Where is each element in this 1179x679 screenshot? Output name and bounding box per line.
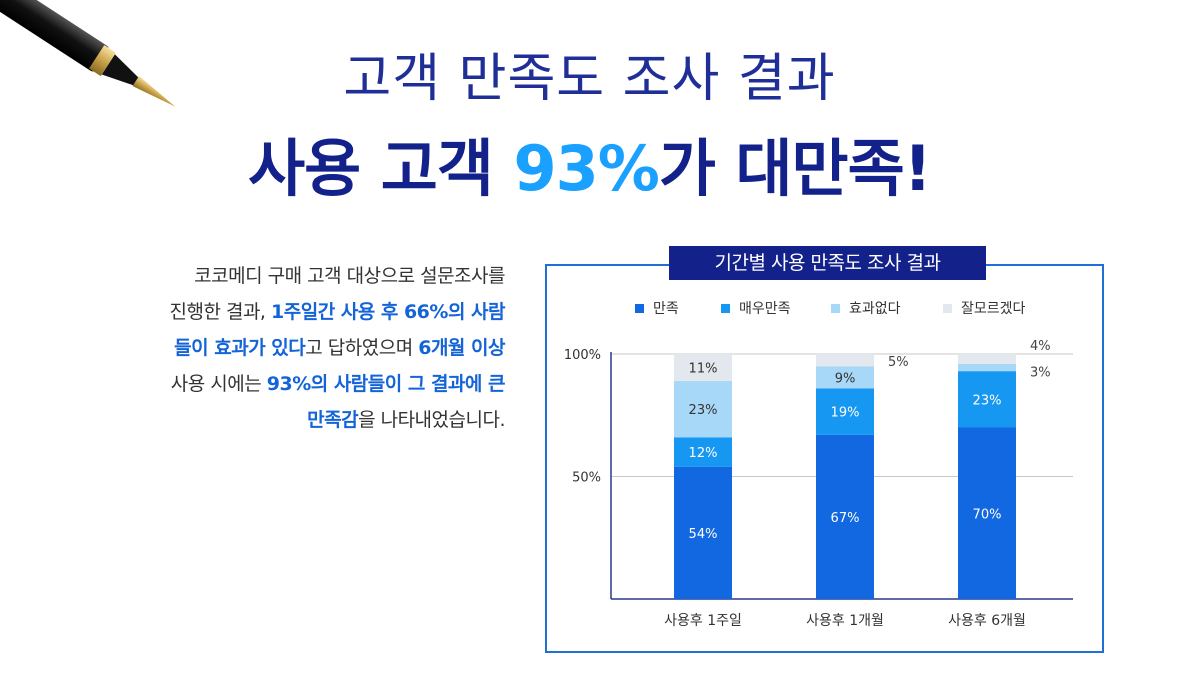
desc-text: 진행한 결과,: [169, 301, 272, 323]
bar-segment: [816, 354, 874, 367]
bar-segment: [958, 354, 1016, 364]
desc-highlight: 만족감: [307, 409, 359, 431]
bar-segment: [958, 371, 1016, 428]
desc-line: 만족감을 나타내었습니다.: [100, 402, 505, 438]
bar-segment: [674, 380, 732, 438]
desc-highlight: 1주일간 사용 후 66%의 사람: [271, 301, 505, 323]
desc-line: 코코메디 구매 고객 대상으로 설문조사를: [100, 258, 505, 294]
desc-text: 코코메디 구매 고객 대상으로 설문조사를: [194, 265, 505, 287]
data-label: 4%: [1030, 339, 1051, 354]
y-tick-label: 50%: [572, 471, 601, 486]
desc-line: 사용 시에는 93%의 사람들이 그 결과에 큰: [100, 366, 506, 402]
legend-label: 만족: [653, 301, 679, 317]
data-label: 12%: [689, 446, 718, 461]
data-label: 11%: [689, 361, 718, 376]
data-label: 54%: [689, 527, 718, 542]
legend-swatch: [635, 304, 644, 313]
headline-part-a: 사용 고객: [248, 132, 514, 205]
bar-segment: [816, 388, 874, 435]
headline-highlight: 93%: [513, 132, 659, 205]
data-label: 5%: [888, 355, 909, 370]
desc-text: 사용 시에는: [170, 373, 267, 395]
fountain-pen-icon: [0, 0, 176, 107]
desc-line: 진행한 결과, 1주일간 사용 후 66%의 사람: [100, 294, 505, 330]
legend-swatch: [721, 304, 730, 313]
bar-segment: [958, 427, 1016, 599]
bar-segment: [674, 354, 732, 381]
desc-text: 을 나타내었습니다.: [358, 409, 505, 431]
y-tick-label: 100%: [564, 348, 601, 363]
x-tick-label: 사용후 6개월: [948, 613, 1026, 629]
chart-title: 기간별 사용 만족도 조사 결과: [669, 246, 986, 280]
data-label: 23%: [973, 393, 1002, 408]
x-tick-label: 사용후 1주일: [664, 613, 742, 629]
desc-highlight: 6개월 이상: [418, 337, 505, 359]
legend-label: 효과없다: [849, 301, 901, 317]
headline-part-b: 가 대만족!: [658, 132, 932, 205]
description-text: 코코메디 구매 고객 대상으로 설문조사를 진행한 결과, 1주일간 사용 후 …: [100, 258, 505, 438]
data-label: 9%: [835, 371, 856, 386]
headline: 사용 고객 93%가 대만족!: [0, 118, 1179, 208]
page-title: 고객 만족도 조사 결과: [343, 49, 836, 109]
desc-highlight: 93%의 사람들이 그 결과에 큰: [266, 373, 506, 395]
bar-segment: [958, 363, 1016, 372]
legend-swatch: [831, 304, 840, 313]
bar-segment: [674, 437, 732, 467]
bar-segment: [816, 366, 874, 389]
x-tick-label: 사용후 1개월: [806, 613, 884, 629]
data-label: 19%: [831, 406, 860, 421]
data-label: 23%: [689, 403, 718, 418]
desc-line: 들이 효과가 있다고 답하였으며 6개월 이상: [100, 330, 505, 366]
legend-label: 매우만족: [739, 301, 791, 317]
data-label: 3%: [1030, 365, 1051, 380]
data-label: 67%: [831, 511, 860, 526]
desc-text: 고 답하였으며: [305, 337, 419, 359]
legend-swatch: [943, 304, 952, 313]
desc-highlight: 들이 효과가 있다: [174, 337, 306, 359]
stacked-bar-chart: 만족 매우만족 효과없다 잘모르겠다 100% 50% 54% 12% 23% 11% 사용후 1주…: [564, 301, 1073, 629]
bar-segment: [674, 466, 732, 599]
data-label: 70%: [973, 507, 1002, 522]
bar-segment: [816, 434, 874, 599]
legend-label: 잘모르겠다: [961, 301, 1026, 317]
